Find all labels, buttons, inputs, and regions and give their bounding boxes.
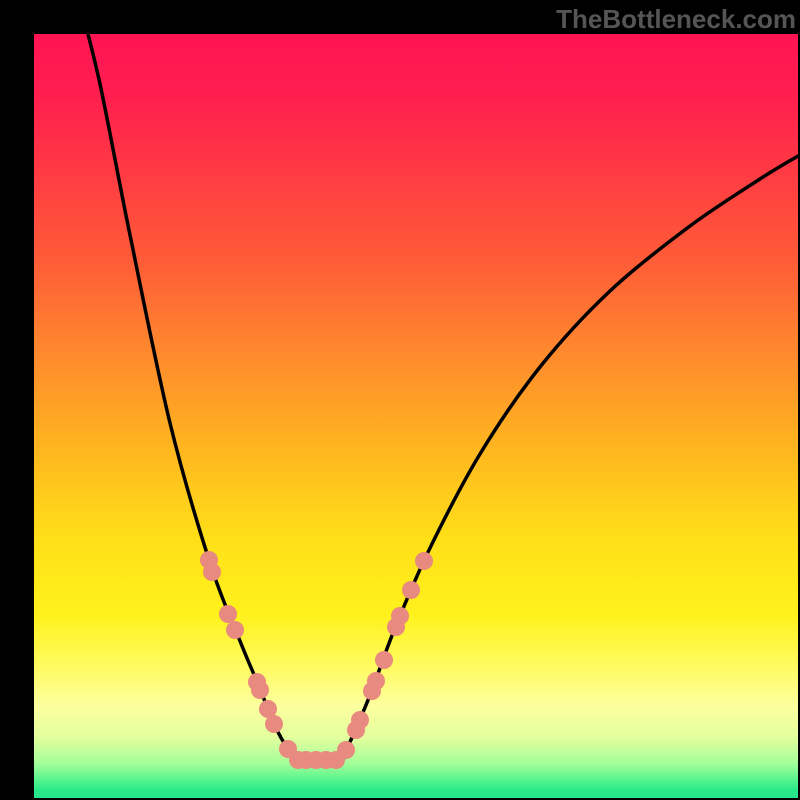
- stage: TheBottleneck.com: [0, 0, 800, 800]
- marker-dot: [219, 605, 237, 623]
- marker-dot: [251, 681, 269, 699]
- marker-dot: [265, 715, 283, 733]
- markers-group: [200, 551, 433, 769]
- marker-dot: [203, 563, 221, 581]
- marker-dot: [351, 711, 369, 729]
- marker-dot: [415, 552, 433, 570]
- curve-layer: [34, 34, 798, 798]
- marker-dot: [367, 672, 385, 690]
- marker-dot: [337, 741, 355, 759]
- bottleneck-curve: [79, 0, 798, 762]
- plot-area: [34, 34, 798, 798]
- watermark-text: TheBottleneck.com: [556, 4, 796, 35]
- marker-dot: [375, 651, 393, 669]
- marker-dot: [391, 607, 409, 625]
- marker-dot: [402, 581, 420, 599]
- marker-dot: [226, 621, 244, 639]
